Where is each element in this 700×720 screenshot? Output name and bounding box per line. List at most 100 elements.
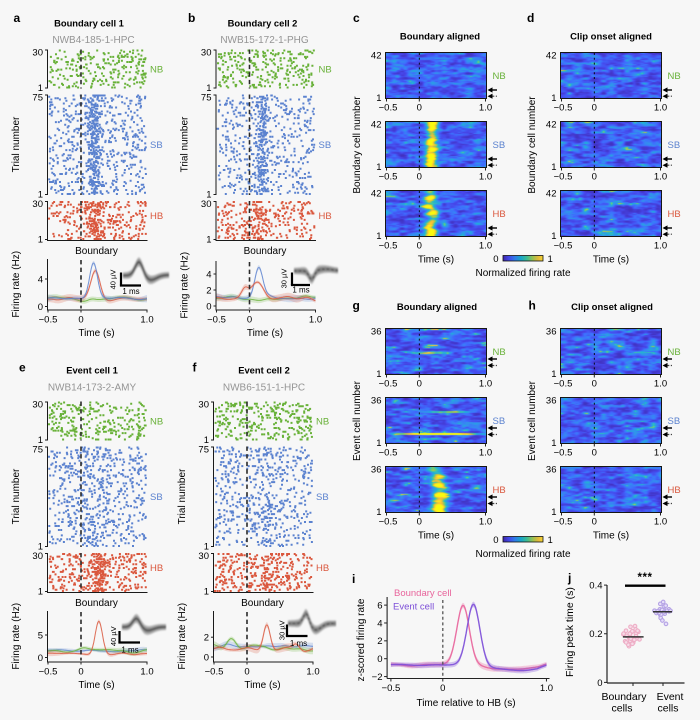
svg-text:0: 0: [592, 448, 597, 459]
svg-text:1 ms: 1 ms: [121, 645, 138, 654]
svg-text:NB: NB: [150, 416, 163, 427]
svg-text:1.0: 1.0: [479, 448, 492, 459]
svg-text:30: 30: [32, 551, 43, 562]
svg-text:−0.5: −0.5: [379, 379, 398, 390]
svg-text:NB: NB: [668, 347, 681, 358]
svg-text:−0.5: −0.5: [379, 517, 398, 528]
svg-text:0: 0: [247, 315, 252, 326]
svg-text:30: 30: [201, 47, 212, 58]
svg-text:HB: HB: [150, 563, 163, 574]
svg-text:NB: NB: [668, 71, 681, 82]
svg-text:z-scored firing rate: z-scored firing rate: [356, 598, 367, 681]
svg-text:0: 0: [493, 535, 498, 546]
svg-text:cells: cells: [657, 703, 678, 715]
svg-text:0: 0: [592, 172, 597, 183]
svg-text:Boundary: Boundary: [602, 691, 648, 703]
svg-text:−0.5: −0.5: [554, 172, 573, 183]
svg-text:0: 0: [597, 678, 602, 689]
svg-text:42: 42: [546, 189, 557, 200]
svg-text:30 µV: 30 µV: [280, 269, 289, 289]
svg-text:0: 0: [592, 517, 597, 528]
svg-text:SB: SB: [668, 140, 681, 151]
svg-text:30: 30: [198, 551, 209, 562]
svg-text:6: 6: [377, 601, 382, 612]
svg-text:Event cell number: Event cell number: [352, 380, 363, 461]
svg-text:Firing rate (Hz): Firing rate (Hz): [180, 252, 191, 319]
svg-text:0: 0: [417, 103, 422, 114]
svg-text:b: b: [188, 11, 195, 25]
svg-text:SB: SB: [493, 416, 506, 427]
svg-text:1: 1: [551, 162, 556, 173]
svg-text:−0.5: −0.5: [205, 667, 224, 678]
svg-text:h: h: [529, 299, 536, 313]
svg-text:42: 42: [546, 51, 557, 62]
svg-text:0: 0: [417, 172, 422, 183]
svg-text:Boundary: Boundary: [241, 598, 284, 609]
svg-text:e: e: [19, 361, 26, 375]
svg-text:1: 1: [204, 435, 209, 446]
svg-text:0.4: 0.4: [589, 581, 602, 592]
svg-text:Normalized firing rate: Normalized firing rate: [475, 268, 570, 279]
svg-text:i: i: [352, 572, 355, 586]
svg-text:Event cell 2: Event cell 2: [238, 365, 290, 376]
svg-text:Time (s): Time (s): [247, 328, 283, 339]
svg-text:1.0: 1.0: [654, 379, 667, 390]
svg-text:NWB15-172-1-PHG: NWB15-172-1-PHG: [220, 35, 309, 46]
svg-text:1.0: 1.0: [654, 241, 667, 252]
svg-text:1.0: 1.0: [654, 172, 667, 183]
svg-text:1: 1: [38, 587, 43, 598]
svg-text:1: 1: [548, 254, 553, 265]
svg-text:1.0: 1.0: [654, 103, 667, 114]
svg-text:0: 0: [78, 667, 83, 678]
svg-text:−2: −2: [372, 672, 383, 683]
svg-text:Boundary cell 2: Boundary cell 2: [228, 18, 298, 29]
svg-text:5: 5: [38, 630, 43, 641]
svg-text:42: 42: [371, 51, 382, 62]
svg-text:1: 1: [376, 507, 381, 518]
svg-text:1: 1: [38, 542, 43, 553]
svg-text:SB: SB: [150, 492, 163, 503]
svg-text:30: 30: [198, 399, 209, 410]
svg-text:4: 4: [38, 274, 43, 285]
svg-text:HB: HB: [493, 209, 506, 220]
svg-text:36: 36: [546, 396, 557, 407]
svg-text:Firing rate (Hz): Firing rate (Hz): [11, 251, 22, 318]
svg-text:0: 0: [78, 315, 83, 326]
svg-text:NB: NB: [316, 416, 329, 427]
svg-text:Boundary cell: Boundary cell: [394, 588, 452, 599]
svg-text:SB: SB: [316, 492, 329, 503]
svg-text:0: 0: [417, 379, 422, 390]
svg-text:***: ***: [638, 572, 653, 584]
svg-text:−0.5: −0.5: [382, 683, 401, 694]
svg-text:4: 4: [206, 269, 211, 280]
svg-text:36: 36: [371, 465, 382, 476]
svg-text:Boundary cell number: Boundary cell number: [527, 96, 538, 194]
svg-text:75: 75: [201, 92, 212, 103]
svg-text:Trial number: Trial number: [11, 468, 22, 524]
svg-text:0: 0: [592, 103, 597, 114]
svg-text:42: 42: [546, 120, 557, 131]
svg-text:36: 36: [371, 396, 382, 407]
svg-text:1: 1: [551, 507, 556, 518]
svg-text:1 ms: 1 ms: [122, 287, 139, 296]
svg-text:−0.5: −0.5: [554, 448, 573, 459]
svg-text:0: 0: [417, 448, 422, 459]
svg-text:1: 1: [204, 587, 209, 598]
svg-text:1.0: 1.0: [654, 517, 667, 528]
svg-text:Boundary aligned: Boundary aligned: [397, 302, 477, 313]
svg-text:1: 1: [376, 162, 381, 173]
svg-text:−0.5: −0.5: [39, 315, 58, 326]
svg-text:30: 30: [32, 399, 43, 410]
svg-text:Event cell number: Event cell number: [527, 380, 538, 461]
svg-text:−0.5: −0.5: [554, 241, 573, 252]
svg-text:−0.5: −0.5: [379, 448, 398, 459]
svg-text:−0.5: −0.5: [39, 667, 58, 678]
svg-text:2: 2: [377, 636, 382, 647]
svg-text:1: 1: [206, 235, 211, 246]
svg-text:1.0: 1.0: [479, 241, 492, 252]
svg-text:0.2: 0.2: [589, 629, 602, 640]
svg-text:1: 1: [551, 369, 556, 380]
svg-text:1.0: 1.0: [306, 667, 319, 678]
svg-text:SB: SB: [668, 416, 681, 427]
svg-text:−0.5: −0.5: [379, 172, 398, 183]
